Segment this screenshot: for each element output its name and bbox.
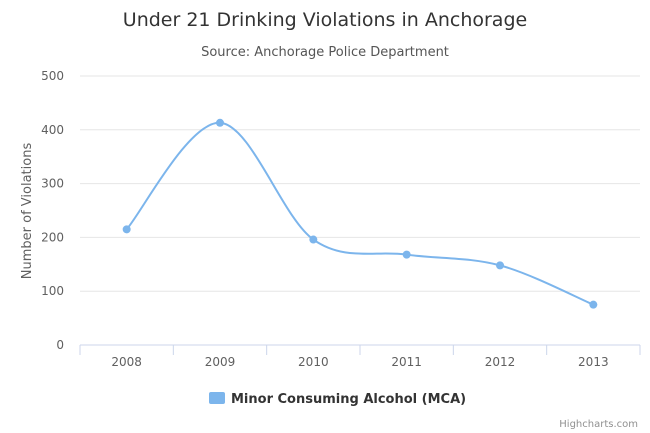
y-tick-label: 200	[41, 230, 64, 244]
y-axis-title: Number of Violations	[20, 143, 35, 280]
y-axis-ticks: 0 100 200 300 400 500	[41, 69, 64, 352]
legend-swatch[interactable]	[209, 392, 225, 404]
y-tick-label: 0	[56, 338, 64, 352]
chart-title: Under 21 Drinking Violations in Anchorag…	[123, 9, 527, 31]
y-tick-label: 400	[41, 123, 64, 137]
y-tick-label: 300	[41, 177, 64, 191]
y-tick-label: 100	[41, 284, 64, 298]
x-tick-label: 2012	[485, 355, 516, 369]
data-point[interactable]	[402, 250, 411, 259]
data-point[interactable]	[122, 225, 131, 234]
chart-subtitle: Source: Anchorage Police Department	[201, 45, 449, 60]
legend[interactable]: Minor Consuming Alcohol (MCA)	[209, 392, 466, 407]
x-tick-label: 2013	[578, 355, 609, 369]
data-point[interactable]	[589, 300, 598, 309]
y-tick-label: 500	[41, 69, 64, 83]
x-tick-label: 2010	[298, 355, 329, 369]
x-tick-label: 2009	[205, 355, 236, 369]
series-group	[122, 118, 598, 309]
x-tick-label: 2011	[391, 355, 422, 369]
credits-link[interactable]: Highcharts.com	[559, 419, 638, 430]
y-gridlines	[80, 75, 640, 292]
legend-label[interactable]: Minor Consuming Alcohol (MCA)	[231, 392, 466, 407]
x-tick-label: 2008	[111, 355, 142, 369]
data-point[interactable]	[216, 118, 224, 127]
data-point[interactable]	[496, 261, 504, 270]
data-point[interactable]	[309, 235, 318, 244]
series-line	[125, 121, 594, 306]
x-axis: 2008 2009 2010 2011 2012 2013	[79, 344, 641, 369]
